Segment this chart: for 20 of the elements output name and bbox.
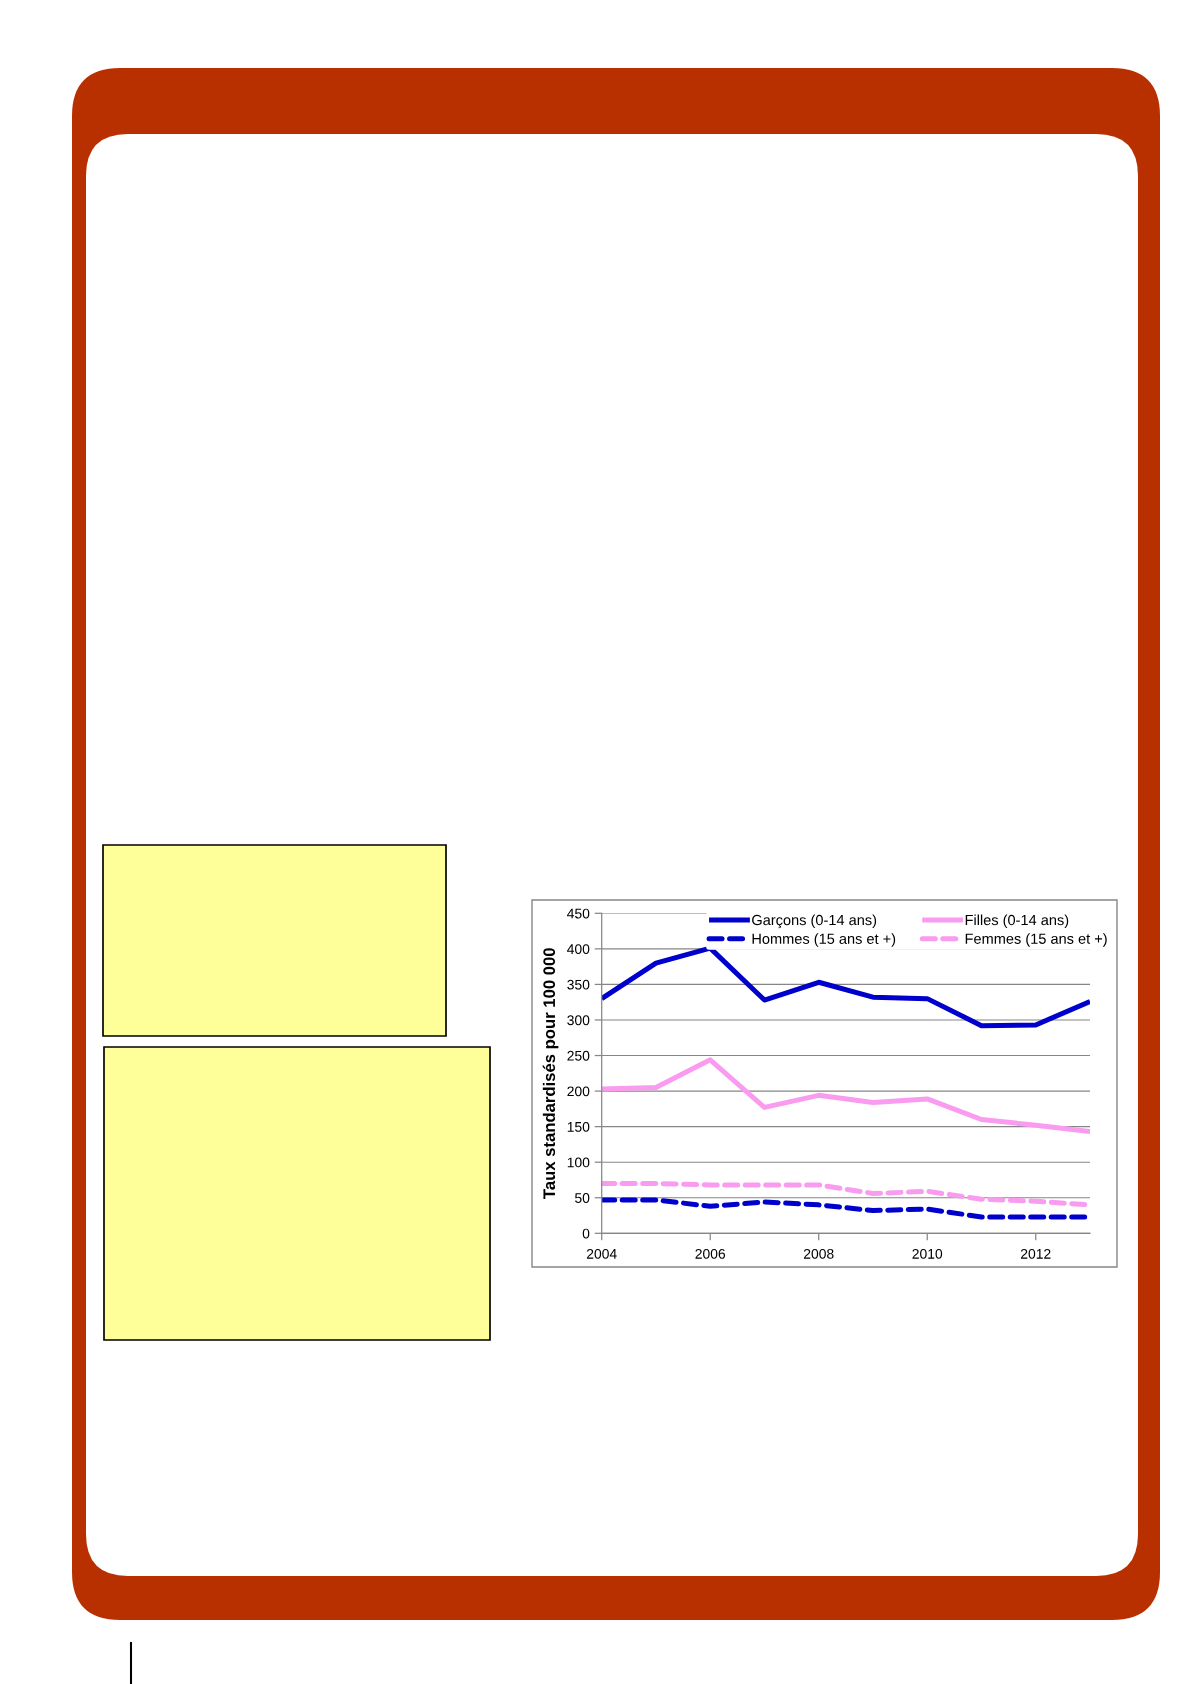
y-tick-label: 300 — [567, 1015, 590, 1026]
y-tick-label: 400 — [567, 944, 590, 955]
legend-label: Femmes (15 ans et +) — [965, 933, 1107, 947]
x-tick-label: 2004 — [586, 1248, 617, 1259]
y-tick-label: 50 — [575, 1193, 590, 1203]
x-tick-label: 2012 — [1021, 1248, 1051, 1259]
x-tick-label: 2008 — [803, 1248, 834, 1259]
legend-label: Filles (0-14 ans) — [965, 914, 1069, 929]
x-tick-label: 2010 — [912, 1248, 943, 1259]
legend-label: Hommes (15 ans et +) — [752, 933, 896, 947]
x-tick-label: 2006 — [695, 1248, 726, 1259]
y-tick-label: 250 — [567, 1050, 590, 1061]
y-tick-label: 100 — [567, 1157, 590, 1168]
y-tick-label: 0 — [582, 1228, 590, 1239]
y-tick-label: 350 — [567, 979, 590, 990]
legend-label: Garçons (0-14 ans) — [752, 914, 877, 929]
y-tick-label: 150 — [567, 1121, 590, 1132]
y-axis-title: Taux standardisés pour 100 000 — [542, 948, 559, 1199]
y-tick-label: 450 — [567, 908, 590, 919]
y-tick-label: 200 — [567, 1086, 590, 1097]
